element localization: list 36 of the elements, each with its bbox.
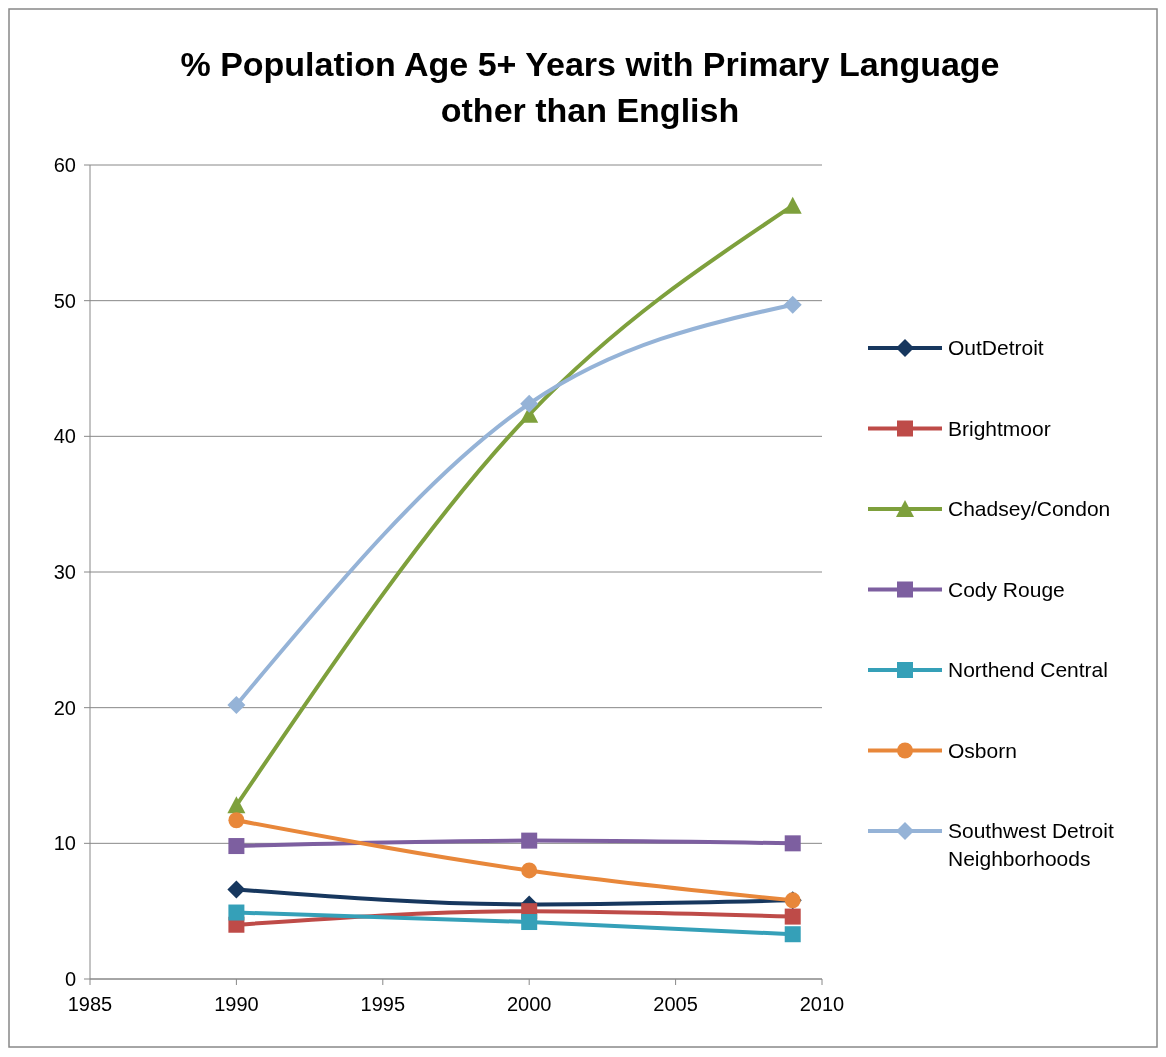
point — [784, 926, 801, 943]
point — [783, 295, 802, 314]
legend-label: Brightmoor — [948, 416, 1051, 440]
legend-label: Southwest Detroit Neighborhoods — [948, 819, 1114, 870]
point — [784, 908, 801, 925]
x-tick-label: 2000 — [506, 993, 552, 1015]
point — [521, 832, 538, 849]
x-tick-label: 2010 — [799, 993, 845, 1015]
x-tick-label: 2005 — [653, 993, 698, 1015]
point — [521, 862, 538, 879]
y-tick-label: 30 — [53, 561, 76, 583]
y-tick-label: 40 — [53, 425, 76, 448]
chart-title: % Population Age 5+ Years with Primary Language other than English — [180, 45, 1000, 129]
x-tick-label: 1990 — [214, 993, 259, 1015]
point — [228, 812, 245, 829]
legend-label: Cody Rouge — [948, 577, 1065, 601]
point — [520, 394, 539, 413]
x-tick-label: 1995 — [360, 993, 406, 1015]
point — [228, 904, 245, 921]
legend-label: OutDetroit — [948, 336, 1044, 359]
legend-label: Northend Central — [948, 658, 1108, 681]
point — [227, 695, 246, 714]
legend-label: Osborn — [948, 738, 1017, 762]
y-tick-label: 50 — [53, 289, 76, 312]
point — [521, 914, 538, 931]
y-tick-label: 10 — [53, 832, 76, 855]
x-tick-label: 1985 — [67, 993, 113, 1015]
point — [228, 838, 245, 855]
legend-label: Chadsey/Condon — [948, 497, 1111, 520]
point — [783, 196, 802, 214]
point — [227, 880, 246, 899]
y-tick-label: 60 — [53, 154, 76, 176]
point — [227, 796, 246, 814]
y-tick-label: 0 — [64, 968, 76, 990]
y-tick-label: 20 — [53, 696, 76, 719]
point — [784, 835, 801, 852]
